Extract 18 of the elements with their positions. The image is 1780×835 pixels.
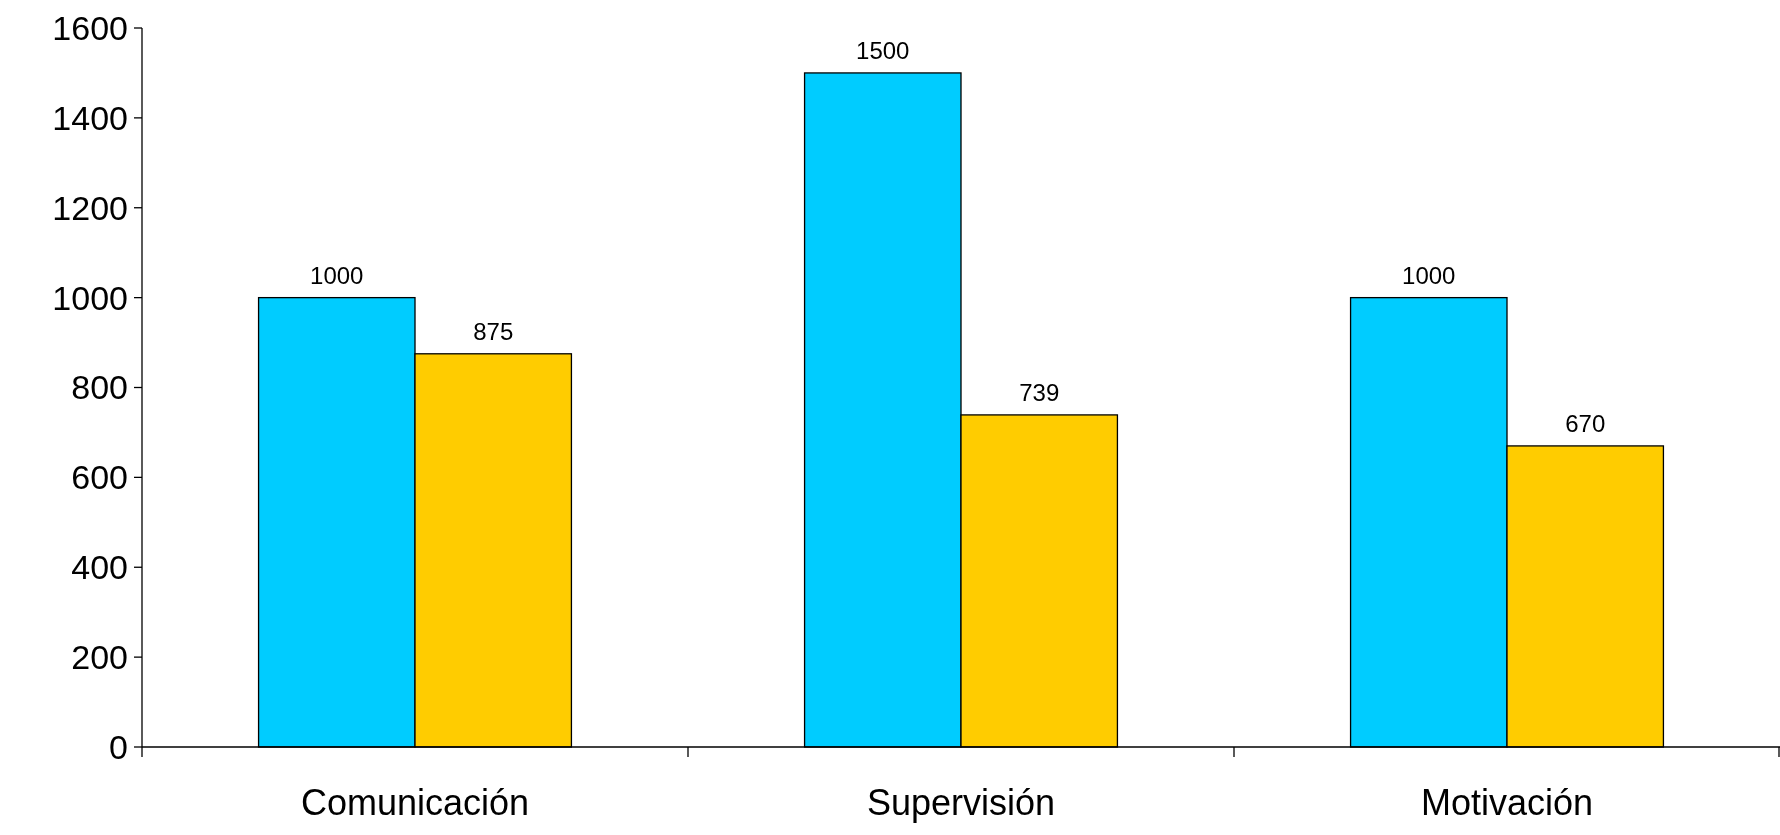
y-tick-label: 200: [71, 638, 128, 677]
y-tick-label: 1200: [52, 188, 128, 227]
y-tick-label: 0: [109, 727, 128, 766]
y-tick-label: 600: [71, 458, 128, 497]
data-label: 739: [1019, 378, 1060, 406]
y-tick-label: 400: [71, 548, 128, 587]
x-tick-label: Supervisión: [866, 782, 1056, 823]
y-tick-label: 1000: [52, 278, 128, 317]
y-tick-label: 1600: [52, 8, 128, 47]
data-label: 1000: [310, 261, 364, 289]
y-tick-label: 800: [71, 368, 128, 407]
data-label: 1000: [1402, 261, 1456, 289]
y-tick-label: 1400: [52, 98, 128, 137]
x-tick-label: Motivación: [1420, 782, 1594, 823]
x-tick-label: Comunicación: [300, 782, 530, 823]
data-label: 875: [473, 317, 514, 345]
data-label: 670: [1565, 409, 1606, 437]
data-label: 1500: [856, 36, 910, 64]
